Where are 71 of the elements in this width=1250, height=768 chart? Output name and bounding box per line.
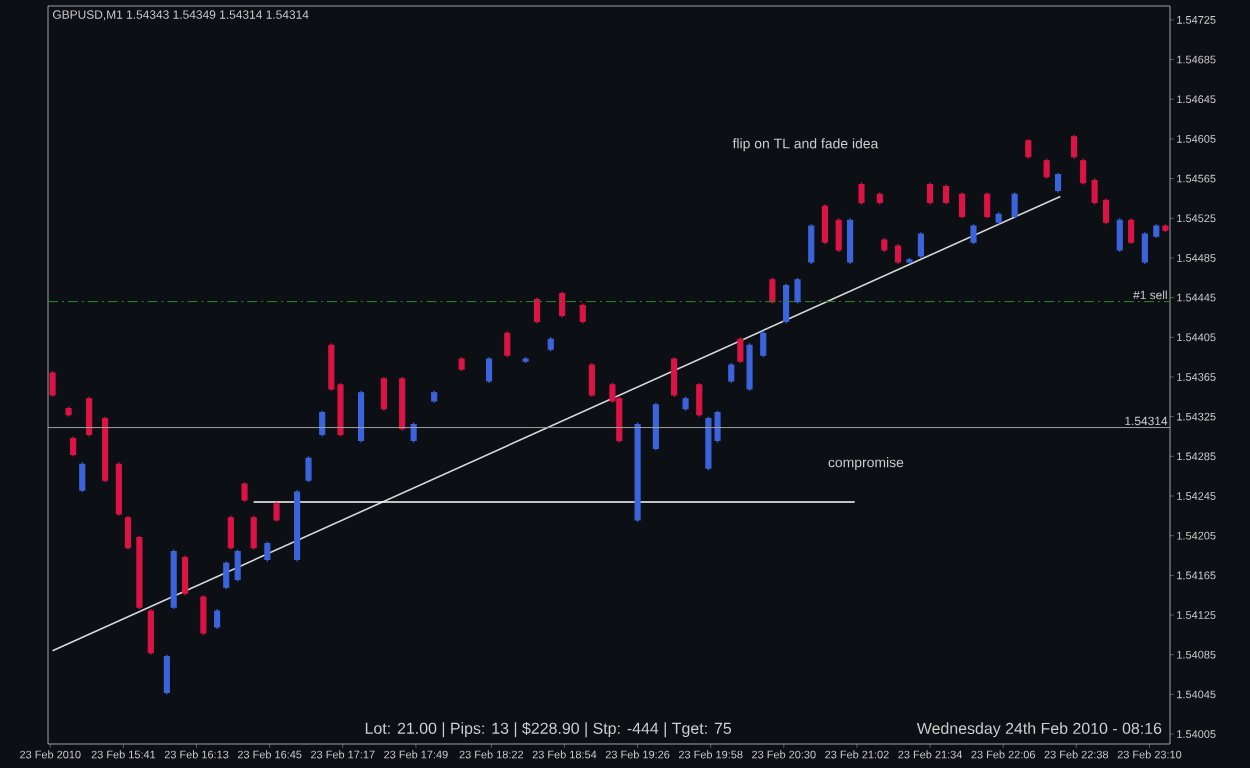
candlestick bbox=[847, 217, 854, 265]
candlestick bbox=[696, 382, 703, 418]
candlestick bbox=[769, 277, 776, 305]
candlestick bbox=[170, 548, 177, 610]
candlestick bbox=[835, 217, 842, 253]
candlestick bbox=[115, 461, 122, 517]
candlestick bbox=[124, 515, 132, 551]
candlestick bbox=[1011, 191, 1018, 219]
candlestick bbox=[223, 560, 230, 590]
candlestick bbox=[547, 336, 554, 352]
candlestick bbox=[70, 435, 77, 457]
candlestick bbox=[728, 362, 735, 384]
candlestick bbox=[147, 608, 154, 656]
candlestick bbox=[200, 594, 207, 636]
candlestick bbox=[380, 376, 387, 412]
candlestick bbox=[682, 396, 689, 412]
candlestick bbox=[984, 191, 991, 219]
candlestick bbox=[1162, 223, 1169, 233]
candlestick bbox=[808, 223, 815, 265]
candlestick bbox=[241, 481, 248, 503]
candlestick bbox=[794, 277, 801, 305]
candlestick bbox=[273, 501, 280, 523]
candlestick bbox=[458, 356, 465, 372]
candlestick bbox=[943, 183, 950, 205]
candlestick bbox=[214, 608, 221, 630]
candlestick bbox=[431, 390, 438, 404]
candlestick bbox=[1153, 223, 1160, 239]
candlestick bbox=[485, 356, 493, 384]
candlestick bbox=[876, 191, 883, 205]
candlestick bbox=[746, 342, 753, 392]
candlestick bbox=[1091, 177, 1098, 205]
candlestick bbox=[264, 541, 271, 563]
candlestick bbox=[1025, 138, 1032, 160]
candlestick bbox=[588, 362, 595, 398]
candlestick bbox=[917, 231, 924, 259]
candlestick bbox=[49, 370, 56, 398]
candlestick bbox=[1141, 231, 1148, 265]
candlestick bbox=[1116, 217, 1123, 253]
candlestick bbox=[533, 297, 541, 325]
candlestick bbox=[737, 336, 744, 364]
candlestick bbox=[995, 211, 1002, 225]
candlestick bbox=[1080, 158, 1087, 186]
candlestick bbox=[634, 422, 641, 523]
candlestick bbox=[250, 515, 257, 551]
candlestick bbox=[858, 181, 865, 205]
candlestick bbox=[1128, 217, 1135, 245]
candlestick bbox=[227, 515, 234, 551]
candlestick bbox=[895, 243, 902, 265]
candlestick bbox=[234, 548, 241, 582]
candlestick bbox=[1102, 197, 1110, 225]
candlestick bbox=[65, 406, 72, 418]
candlestick bbox=[136, 535, 143, 610]
candlestick bbox=[1054, 172, 1062, 194]
candlestick bbox=[671, 356, 678, 398]
candlestick bbox=[504, 330, 511, 358]
candlestick bbox=[958, 191, 966, 219]
candlestick bbox=[821, 203, 829, 245]
candlestick bbox=[522, 356, 529, 364]
candlestick bbox=[906, 257, 913, 265]
candlestick bbox=[927, 181, 934, 205]
candlestick bbox=[182, 554, 189, 596]
candlestick bbox=[163, 654, 170, 695]
candlestick bbox=[1070, 134, 1078, 160]
candlestick bbox=[760, 330, 767, 358]
candlestick bbox=[79, 461, 86, 493]
candlestick bbox=[881, 237, 888, 253]
candlestick bbox=[970, 223, 977, 245]
candlestick bbox=[1043, 158, 1050, 180]
candlestick bbox=[579, 302, 586, 325]
candlestick bbox=[305, 455, 312, 483]
candlestick bbox=[294, 489, 301, 563]
